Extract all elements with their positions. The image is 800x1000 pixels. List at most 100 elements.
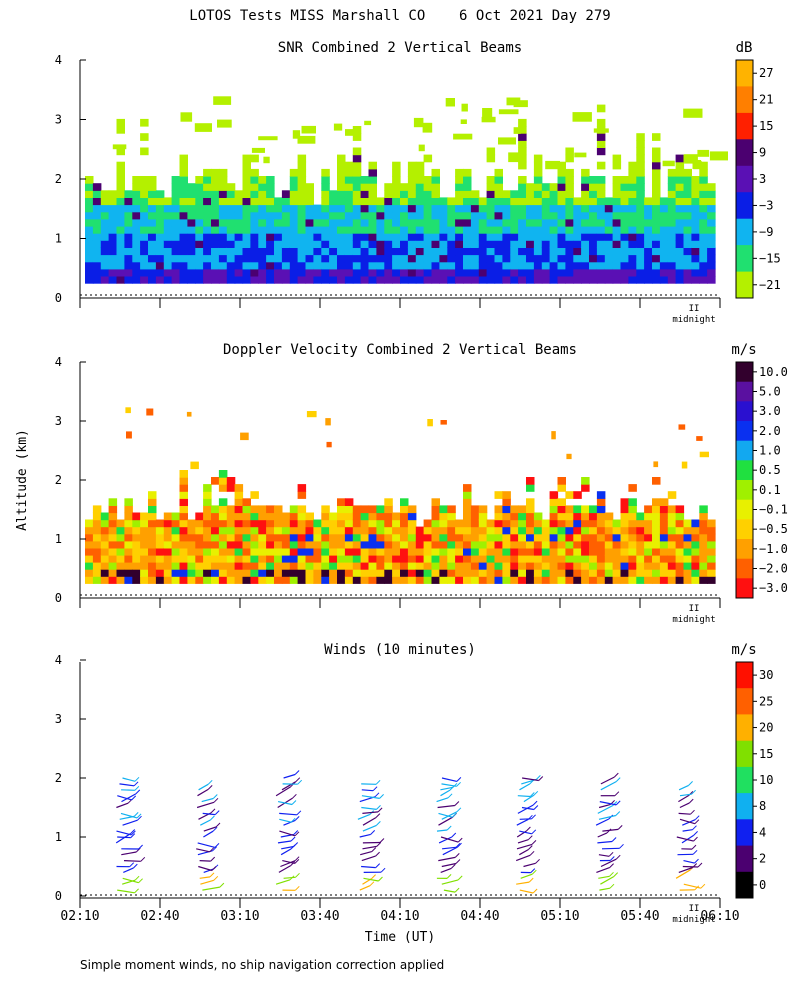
wind-barb-flag [533, 790, 539, 796]
snr-cell [644, 226, 653, 234]
doppler-cell [305, 569, 314, 577]
snr-cell [683, 254, 692, 263]
snr-cell [92, 261, 102, 270]
x-tick-label: 06:10 [700, 909, 739, 924]
snr-cell [250, 168, 259, 177]
snr-cell [683, 108, 703, 118]
snr-cell [644, 218, 653, 227]
doppler-cell [549, 519, 559, 528]
snr-cell [242, 247, 251, 256]
snr-cell [195, 226, 204, 234]
snr-cell [596, 226, 606, 234]
snr-cell [415, 233, 425, 241]
snr-cell [526, 183, 535, 191]
snr-cell [211, 176, 220, 184]
doppler-cell [179, 562, 188, 570]
snr-cell [699, 168, 708, 177]
snr-cell [699, 247, 708, 256]
y-tick-label: 3 [55, 712, 62, 726]
snr-cell [344, 176, 354, 184]
doppler-cell [573, 540, 582, 549]
snr-cell [455, 233, 464, 241]
snr-cell [297, 161, 307, 170]
wind-barb [277, 840, 292, 844]
doppler-cell [644, 533, 653, 542]
doppler-cell [707, 576, 716, 584]
snr-cell [628, 247, 637, 256]
doppler-cell [108, 533, 118, 542]
snr-cell [313, 261, 322, 270]
doppler-cell [274, 540, 283, 549]
snr-cell [108, 190, 118, 198]
doppler-cell [455, 540, 464, 549]
snr-cell [573, 211, 582, 220]
wind-barb-flag [619, 843, 624, 849]
snr-cell [258, 276, 267, 284]
doppler-cell [423, 540, 433, 549]
snr-cell [596, 211, 606, 220]
doppler-cell [155, 526, 165, 535]
snr-cell [297, 261, 307, 270]
snr-cell [329, 226, 338, 234]
snr-cell [494, 247, 503, 256]
snr-cell [565, 154, 574, 163]
snr-cell [502, 254, 511, 263]
wind-barb-flag [538, 776, 544, 781]
doppler-cell [431, 533, 440, 542]
wind-barb [283, 819, 296, 826]
doppler-cell [549, 554, 559, 563]
doppler-cell [678, 424, 686, 430]
doppler-cell [266, 519, 275, 528]
snr-cell [589, 183, 598, 191]
doppler-cell [289, 562, 299, 570]
snr-cell [699, 276, 708, 284]
doppler-cell [470, 540, 480, 549]
doppler-cell [551, 431, 556, 440]
doppler-cell [258, 562, 267, 570]
doppler-cell [533, 562, 543, 570]
snr-cell [589, 240, 598, 248]
wind-barb [362, 845, 377, 850]
snr-cell [620, 276, 629, 284]
snr-cell [100, 254, 110, 263]
snr-cell [431, 197, 440, 206]
doppler-cell [494, 569, 503, 577]
snr-cell [455, 190, 464, 198]
doppler-cell [234, 569, 244, 577]
snr-cell [502, 240, 511, 248]
snr-cell [132, 226, 141, 234]
doppler-cell [470, 569, 480, 577]
doppler-cell [203, 519, 212, 528]
snr-cell [549, 276, 559, 284]
snr-cell [486, 190, 496, 198]
doppler-cell [652, 526, 661, 535]
wind-barb-flag [138, 844, 143, 850]
snr-cell [494, 240, 503, 248]
snr-cell [652, 204, 661, 213]
wind-barb-flag [290, 817, 296, 823]
wind-barb-flag [137, 815, 142, 821]
snr-cell [234, 254, 244, 263]
colorbar-segment [736, 766, 753, 794]
doppler-cell [470, 547, 480, 556]
snr-cell [281, 276, 291, 284]
snr-cell [116, 261, 125, 270]
wind-barb-flag [611, 837, 617, 842]
snr-cell [549, 183, 559, 191]
y-tick-label: 1 [55, 532, 62, 546]
snr-cell [455, 247, 464, 256]
colorbar-frame [735, 361, 754, 599]
snr-cell [281, 226, 291, 234]
doppler-cell [659, 547, 669, 556]
doppler-cell [675, 505, 685, 514]
doppler-cell [455, 547, 464, 556]
colorbar-tick-label: −9 [759, 225, 773, 239]
doppler-cell [628, 519, 637, 528]
wind-barb [280, 860, 296, 868]
doppler-cell [140, 554, 149, 563]
doppler-cell [211, 547, 220, 556]
snr-cell [604, 247, 614, 256]
doppler-cell [589, 540, 598, 549]
doppler-cell [628, 526, 637, 535]
wind-barb [679, 802, 690, 809]
